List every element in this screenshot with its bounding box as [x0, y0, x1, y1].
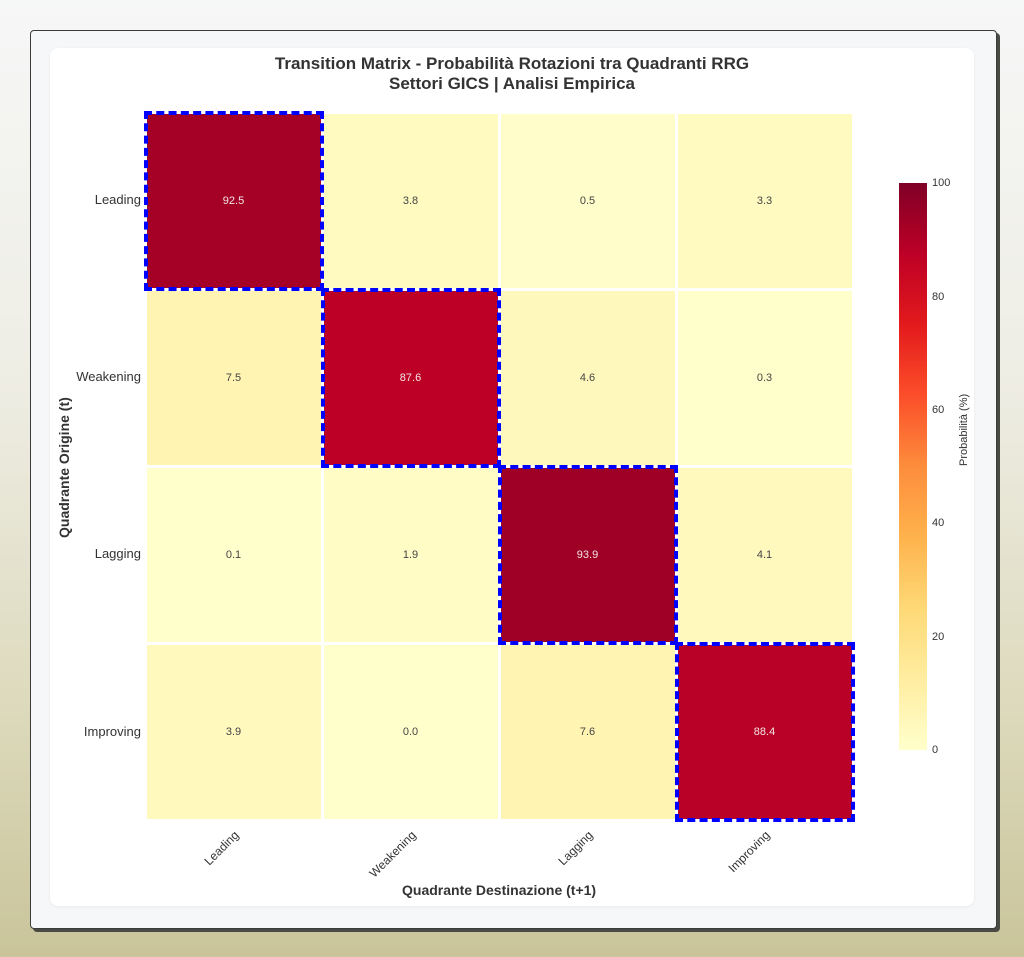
heatmap-cell: 0.3 — [677, 290, 852, 465]
colorbar-tick-80: 80 — [932, 291, 945, 303]
heatmap-cell: 3.9 — [146, 644, 321, 819]
heatmap-cell: 93.9 — [497, 464, 678, 645]
heatmap-cell: 0.1 — [146, 467, 321, 642]
cell-value: 3.3 — [756, 194, 773, 207]
cell-value: 93.9 — [576, 548, 599, 561]
chart-card: Transition Matrix - Probabilità Rotazion… — [50, 48, 974, 906]
colorbar-label: Probabilità (%) — [958, 393, 970, 466]
colorbar-tick-40: 40 — [932, 517, 945, 529]
colorbar-tick-20: 20 — [932, 631, 945, 643]
heatmap-cell: 1.9 — [323, 467, 498, 642]
heatmap-cell: 3.8 — [323, 113, 498, 288]
colorbar — [899, 183, 927, 750]
x-tick-weakening: Weakening — [366, 828, 419, 881]
colorbar-tick-100: 100 — [932, 177, 951, 189]
cell-value: 92.5 — [222, 194, 245, 207]
cell-value: 4.1 — [756, 548, 773, 561]
colorbar-tick-60: 60 — [932, 404, 945, 416]
x-tick-lagging: Lagging — [555, 828, 596, 869]
cell-value: 7.5 — [225, 371, 242, 384]
x-axis-title: Quadrante Destinazione (t+1) — [402, 882, 597, 898]
cell-value: 7.6 — [579, 725, 596, 738]
y-tick-improving: Improving — [83, 724, 141, 739]
cell-value: 0.5 — [579, 194, 596, 207]
colorbar-tick-0: 0 — [932, 744, 939, 756]
chart-title-line2: Settori GICS | Analisi Empirica — [389, 74, 635, 93]
y-axis-title: Quadrante Origine (t) — [56, 397, 72, 538]
app-window: Transition Matrix - Probabilità Rotazion… — [30, 30, 997, 929]
heatmap-grid: 92.5 3.8 0.5 3.3 7.5 87.6 4.6 0.3 0.1 1.9 93.9 4.1 3… — [143, 110, 855, 822]
heatmap-cell: 3.3 — [677, 113, 852, 288]
heatmap-cell: 7.6 — [500, 644, 675, 819]
cell-value: 3.8 — [402, 194, 419, 207]
heatmap-cell: 92.5 — [143, 110, 324, 291]
cell-value: 88.4 — [753, 725, 776, 738]
heatmap-cell: 4.1 — [677, 467, 852, 642]
heatmap-cell: 4.6 — [500, 290, 675, 465]
cell-value: 4.6 — [579, 371, 596, 384]
cell-value: 0.3 — [756, 371, 773, 384]
cell-value: 0.0 — [402, 725, 419, 738]
heatmap-cell: 0.5 — [500, 113, 675, 288]
chart-title: Transition Matrix - Probabilità Rotazion… — [50, 54, 974, 94]
cell-value: 0.1 — [225, 548, 242, 561]
heatmap-cell: 87.6 — [320, 287, 501, 468]
heatmap-cell: 7.5 — [146, 290, 321, 465]
cell-value: 1.9 — [402, 548, 419, 561]
cell-value: 87.6 — [399, 371, 422, 384]
x-tick-improving: Improving — [725, 828, 773, 876]
y-tick-weakening: Weakening — [76, 369, 141, 384]
chart-title-line1: Transition Matrix - Probabilità Rotazion… — [274, 54, 750, 73]
heatmap-cell: 0.0 — [323, 644, 498, 819]
heatmap-cell: 88.4 — [674, 641, 855, 822]
y-tick-lagging: Lagging — [94, 546, 141, 561]
y-tick-leading: Leading — [94, 192, 141, 207]
cell-value: 3.9 — [225, 725, 242, 738]
x-tick-leading: Leading — [201, 828, 242, 869]
